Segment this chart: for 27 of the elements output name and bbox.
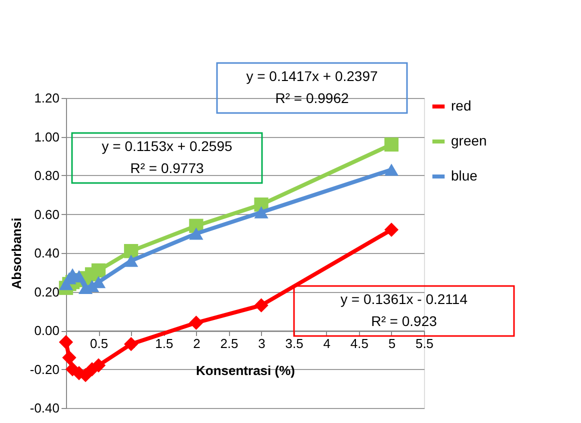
y-tick-label: 1.20 bbox=[34, 90, 60, 106]
legend-label: blue bbox=[451, 168, 478, 184]
y-tick-label: -0.20 bbox=[30, 362, 60, 377]
legend-label: green bbox=[451, 132, 487, 148]
x-tick-label: 3 bbox=[258, 336, 266, 351]
y-tick-label: 0.20 bbox=[34, 284, 60, 300]
y-axis-title: Absorbansi bbox=[8, 218, 24, 290]
x-tick-label: 0.5 bbox=[90, 336, 108, 351]
x-tick-label: 3.5 bbox=[285, 336, 304, 351]
y-tick-label: 1.00 bbox=[34, 129, 60, 144]
y-tick-label: 0.80 bbox=[34, 168, 60, 183]
y-tick-label: 0.00 bbox=[34, 323, 60, 338]
y-tick-label: -0.40 bbox=[30, 400, 60, 416]
x-axis-title: Konsentrasi (%) bbox=[196, 363, 295, 378]
annotation: y = 0.1417x + 0.2397 R² = 0.9962 bbox=[246, 68, 378, 106]
y-tick-label: 0.60 bbox=[34, 206, 60, 222]
legend-label: red bbox=[451, 98, 472, 114]
x-tick-label: 5.5 bbox=[415, 336, 434, 351]
x-tick-label: 2 bbox=[193, 336, 200, 351]
annotation: y = 0.1153x + 0.2595 R² = 0.9773 bbox=[102, 138, 232, 176]
x-tick-label: 5 bbox=[388, 336, 396, 351]
annotation: y = 0.1361x - 0.2114 R² = 0.923 bbox=[340, 291, 468, 329]
x-tick-label: 1.5 bbox=[155, 336, 174, 351]
x-tick-label: 4 bbox=[323, 336, 330, 351]
y-tick-label: 0.40 bbox=[34, 246, 60, 260]
x-tick-label: 2.5 bbox=[220, 336, 238, 351]
x-tick-label: 4.5 bbox=[350, 336, 368, 351]
